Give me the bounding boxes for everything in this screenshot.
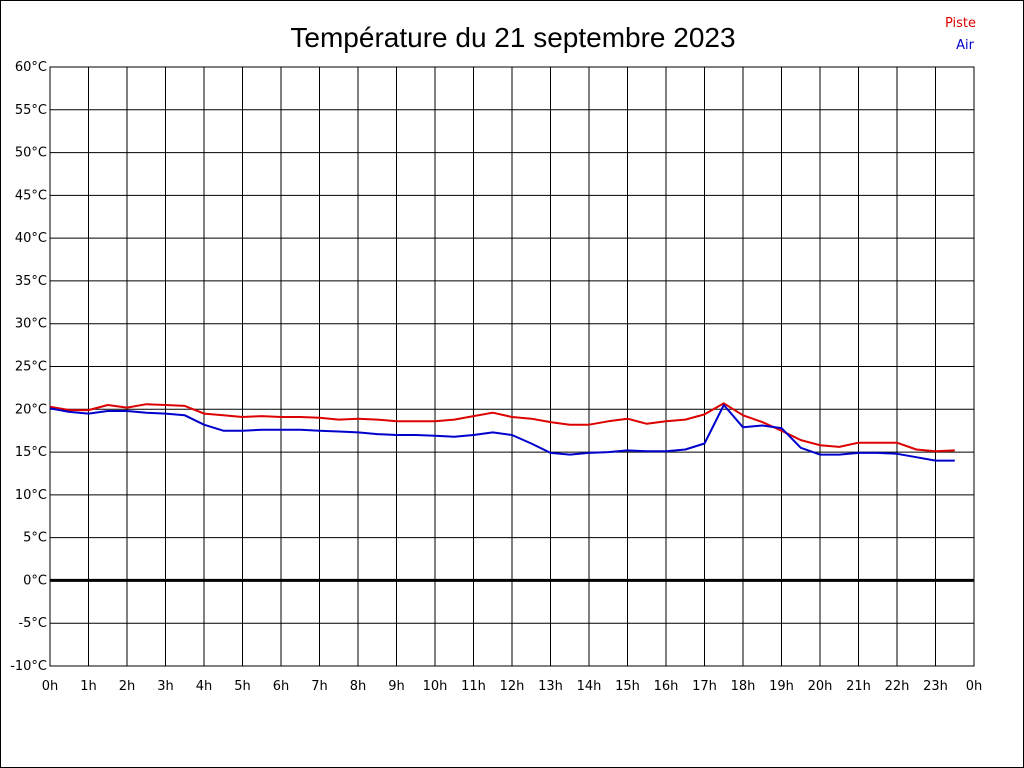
y-tick-label: -10°C bbox=[10, 659, 47, 674]
x-tick-label: 7h bbox=[311, 679, 328, 694]
x-tick-label: 0h bbox=[966, 679, 983, 694]
x-tick-label: 3h bbox=[157, 679, 174, 694]
x-tick-label: 20h bbox=[808, 679, 833, 694]
series-line-air bbox=[49, 404, 955, 462]
legend-entry-air: Air bbox=[956, 38, 975, 53]
x-tick-label: 16h bbox=[654, 679, 679, 694]
x-tick-label: 10h bbox=[423, 679, 448, 694]
legend-entry-piste: Piste bbox=[945, 16, 976, 31]
y-tick-label: 45°C bbox=[15, 188, 47, 203]
x-tick-label: 12h bbox=[500, 679, 525, 694]
x-tick-label: 5h bbox=[234, 679, 251, 694]
x-tick-label: 6h bbox=[273, 679, 290, 694]
x-tick-label: 1h bbox=[80, 679, 97, 694]
x-tick-label: 14h bbox=[577, 679, 602, 694]
y-tick-label: 15°C bbox=[15, 445, 47, 460]
y-tick-label: 25°C bbox=[15, 360, 47, 375]
series-lines bbox=[49, 402, 955, 462]
y-tick-label: 40°C bbox=[15, 231, 47, 246]
y-tick-label: 10°C bbox=[15, 488, 47, 503]
x-tick-label: 11h bbox=[461, 679, 486, 694]
series-line-piste bbox=[49, 402, 955, 453]
y-tick-label: 35°C bbox=[15, 274, 47, 289]
x-tick-label: 4h bbox=[196, 679, 213, 694]
x-tick-label: 21h bbox=[846, 679, 871, 694]
y-tick-label: 60°C bbox=[15, 60, 47, 75]
x-tick-label: 23h bbox=[923, 679, 948, 694]
y-tick-label: 5°C bbox=[23, 531, 47, 546]
x-tick-label: 0h bbox=[42, 679, 59, 694]
y-tick-label: 20°C bbox=[15, 402, 47, 417]
grid bbox=[49, 66, 975, 667]
y-tick-label: 0°C bbox=[23, 573, 47, 588]
y-tick-label: -5°C bbox=[18, 616, 47, 631]
x-tick-label: 2h bbox=[119, 679, 136, 694]
x-tick-label: 8h bbox=[350, 679, 367, 694]
y-tick-label: 50°C bbox=[15, 146, 47, 161]
x-tick-label: 13h bbox=[538, 679, 563, 694]
x-tick-label: 15h bbox=[615, 679, 640, 694]
x-tick-label: 9h bbox=[388, 679, 405, 694]
x-tick-label: 19h bbox=[769, 679, 794, 694]
axis-tick-labels: 0h 1h 2h 3h 4h 5h 6h 7h 8h 9h 10h 11h 12h 13h 14h 15h 16… bbox=[10, 60, 982, 694]
y-tick-label: 30°C bbox=[15, 317, 47, 332]
y-tick-label: 55°C bbox=[15, 103, 47, 118]
x-tick-label: 22h bbox=[885, 679, 910, 694]
x-tick-label: 18h bbox=[731, 679, 756, 694]
legend: Piste Air bbox=[945, 16, 976, 53]
x-tick-label: 17h bbox=[692, 679, 717, 694]
plot-border bbox=[49, 66, 975, 667]
chart-title: Température du 21 septembre 2023 bbox=[290, 22, 735, 53]
